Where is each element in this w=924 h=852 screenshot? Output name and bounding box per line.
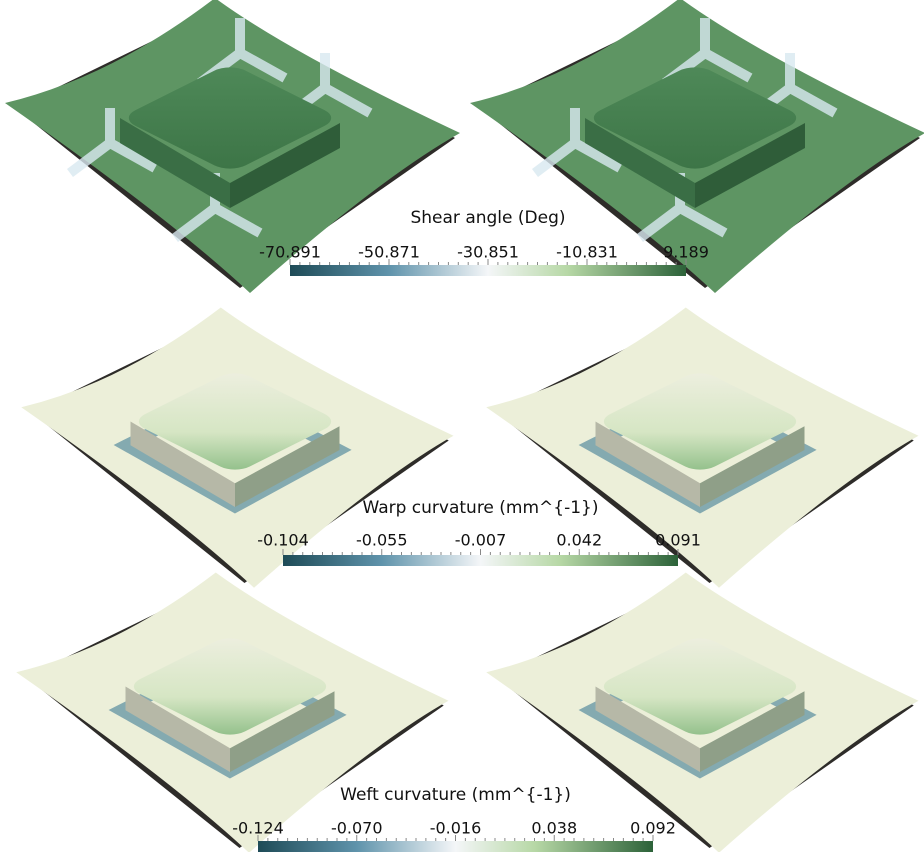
colorbar-title: Weft curvature (mm^{-1}) <box>340 785 571 805</box>
box-side <box>130 421 235 507</box>
plate-render <box>21 307 454 588</box>
colorbar-tick-label: 0.038 <box>531 819 577 838</box>
box-top <box>603 638 797 735</box>
colorbar-tick-label: -0.016 <box>430 819 482 838</box>
box-top <box>593 67 797 169</box>
colorbar-tick-label: -30.851 <box>457 243 519 262</box>
box-side <box>235 426 340 507</box>
box-side <box>595 686 700 772</box>
colorbar-title: Shear angle (Deg) <box>410 208 565 228</box>
box-side <box>595 421 700 507</box>
plate-render <box>470 0 924 293</box>
box-side <box>125 686 230 772</box>
colorbar-tick-label: -70.891 <box>259 243 321 262</box>
box-top <box>603 373 797 470</box>
box-side <box>120 118 230 208</box>
box-top <box>133 638 327 735</box>
box-top <box>138 373 332 470</box>
box-side <box>230 123 340 208</box>
colorbar <box>290 265 686 276</box>
colorbar-tick-label: 9.189 <box>663 243 709 262</box>
colorbar <box>283 555 678 566</box>
colorbar <box>258 841 653 852</box>
plate-render <box>486 307 919 588</box>
box-side <box>230 691 335 772</box>
shear-band <box>67 108 158 177</box>
colorbar-tick-label: -0.007 <box>455 531 507 550</box>
colorbar-tick-label: -0.124 <box>232 819 284 838</box>
colorbar-title: Warp curvature (mm^{-1}) <box>362 498 598 518</box>
plate-render <box>5 0 460 293</box>
colorbar-tick-label: -0.104 <box>257 531 309 550</box>
shear-band <box>532 108 623 177</box>
box-side <box>700 426 805 507</box>
box-side <box>700 691 805 772</box>
plate-render <box>16 572 449 852</box>
box-top <box>128 67 332 169</box>
box-side <box>585 118 695 208</box>
colorbar-tick-label: 0.091 <box>655 531 701 550</box>
colorbar-tick-label: 0.042 <box>556 531 602 550</box>
colorbar-tick-label: -0.070 <box>331 819 383 838</box>
colorbar-tick-label: 0.092 <box>630 819 676 838</box>
colorbar-tick-label: -10.831 <box>556 243 618 262</box>
colorbar-tick-label: -50.871 <box>358 243 420 262</box>
plate-render <box>486 572 919 852</box>
colorbar-tick-label: -0.055 <box>356 531 408 550</box>
box-side <box>695 123 805 208</box>
